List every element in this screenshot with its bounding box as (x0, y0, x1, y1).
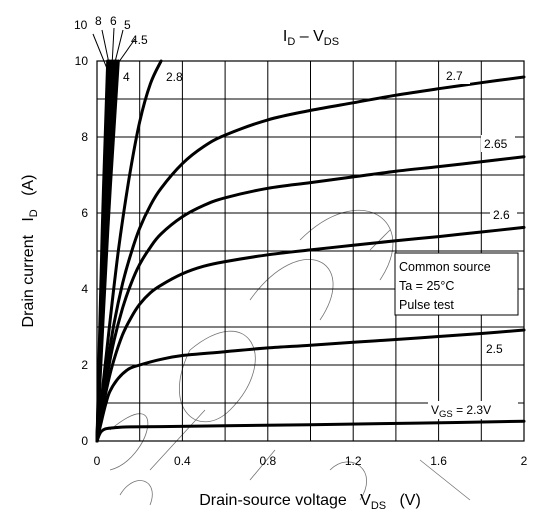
y-axis-title: Drain current ID (A) (20, 175, 40, 328)
y-tick-label: 4 (81, 282, 88, 296)
x-tick-label: 0 (94, 454, 101, 468)
x-axis-title-unit: (V) (386, 492, 421, 509)
curve-label-2: 2.6 (493, 208, 510, 222)
curve-label-9: 6 (110, 14, 117, 28)
plot-frame (96, 60, 525, 442)
series-line-3 (95, 155, 526, 443)
series-line-1 (95, 328, 526, 443)
series-layer (95, 59, 526, 443)
curve-label-10: 8 (95, 14, 102, 28)
y-tick-label: 10 (75, 54, 89, 68)
x-tick-label: 0.8 (259, 454, 276, 468)
chart-title-sub-2: DS (324, 36, 339, 48)
curve-label-4: 2.7 (446, 69, 463, 83)
y-tick-label: 6 (81, 206, 88, 220)
y-axis-title-sub: D (28, 209, 40, 217)
series-line-2 (95, 225, 526, 443)
x-axis-title: Drain-source voltage VDS (V) (199, 492, 421, 512)
curve-label-bg (481, 135, 515, 152)
y-axis-title-main: Drain current I (20, 217, 37, 327)
chart-title-mid: – V (295, 28, 324, 45)
series-line-11 (95, 59, 110, 443)
conditions-note-box (394, 252, 519, 316)
curve-label-0: VGS = 2.3V (431, 403, 491, 420)
curve-label-1: 2.5 (486, 342, 503, 356)
series-line-4 (95, 75, 526, 443)
series-line-5 (95, 59, 163, 443)
curve-label-bg (483, 340, 510, 357)
chart-title-main: I (283, 28, 287, 45)
curve-label-11: 10 (74, 18, 88, 32)
note-line-1: Common source (399, 260, 491, 274)
curve-label-3: 2.65 (484, 137, 508, 151)
steep-curve-pointer (92, 27, 136, 72)
chart-title: ID – VDS (283, 28, 339, 48)
curve-label-7: 4.5 (131, 33, 148, 47)
x-tick-label: 2 (521, 454, 528, 468)
note-line-2: Ta = 25°C (399, 279, 454, 293)
conditions-note: Common source Ta = 25°C Pulse test (394, 252, 519, 316)
y-tick-label: 0 (81, 434, 88, 448)
chart-title-sub-1: D (287, 36, 295, 48)
y-axis-title-unit: (A) (20, 175, 37, 210)
x-axis-title-sub: DS (371, 500, 386, 512)
curve-label-bg (490, 206, 517, 223)
curve-label-5: 2.8 (166, 70, 183, 84)
y-tick-label: 8 (81, 130, 88, 144)
curve-label-8: 5 (124, 18, 131, 32)
tick-labels: 0 0.4 0.8 1.2 1.6 2 0 2 4 6 8 10 (75, 54, 528, 468)
y-tick-label: 2 (81, 358, 88, 372)
series-line-0 (95, 419, 526, 443)
curve-label-bg (428, 401, 518, 419)
x-axis-title-main: Drain-source voltage V (199, 492, 371, 509)
curve-label-bg (443, 67, 470, 84)
x-tick-label: 0.4 (174, 454, 191, 468)
note-line-3: Pulse test (399, 298, 454, 312)
curve-label-6: 4 (123, 70, 130, 84)
x-tick-label: 1.6 (430, 454, 447, 468)
x-tick-label: 1.2 (345, 454, 362, 468)
